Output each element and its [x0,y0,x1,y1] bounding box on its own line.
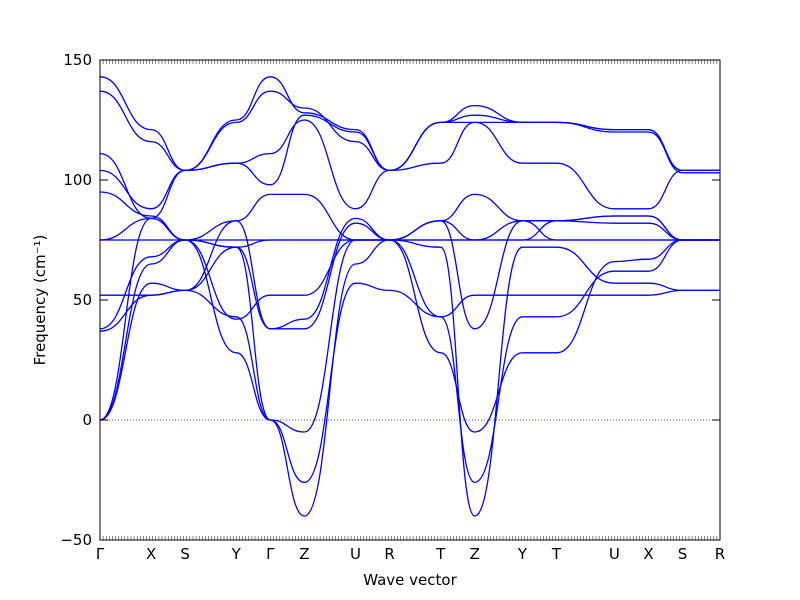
band-line-8 [99,215,720,241]
y-tick-label: 100 [63,171,92,189]
x-tick-label: T [551,545,562,563]
y-tick-label: −50 [60,531,92,549]
x-tick-label: T [435,545,446,563]
x-tick-label: R [384,545,394,563]
y-tick-label: 0 [82,411,92,429]
plot-area [100,60,720,540]
x-tick-label: Z [470,545,480,563]
x-tick-label: U [350,545,361,563]
band-line-2 [99,239,720,484]
y-tick-label: 150 [63,51,92,69]
band-lines [99,76,720,517]
x-tick-label: Γ [96,545,105,563]
x-tick-label: X [643,545,653,563]
y-axis-label: Frequency (cm⁻¹) [31,235,49,366]
x-tick-label: X [146,545,156,563]
band-line-5 [99,239,720,330]
y-axis-ticks: −50 0 50 100 150 [60,51,720,549]
band-line-9 [99,191,720,248]
x-tick-label: R [715,545,725,563]
x-tick-label: Y [231,545,242,563]
x-tick-label: Y [517,545,528,563]
x-tick-label: S [678,545,688,563]
x-tick-label: Z [299,545,309,563]
x-tick-label: U [609,545,620,563]
x-tick-label: Γ [266,545,275,563]
band-line-13 [99,76,720,172]
x-axis-label: Wave vector [363,571,457,589]
band-line-3 [99,239,720,517]
x-tick-label: S [180,545,190,563]
y-tick-label: 50 [73,291,92,309]
